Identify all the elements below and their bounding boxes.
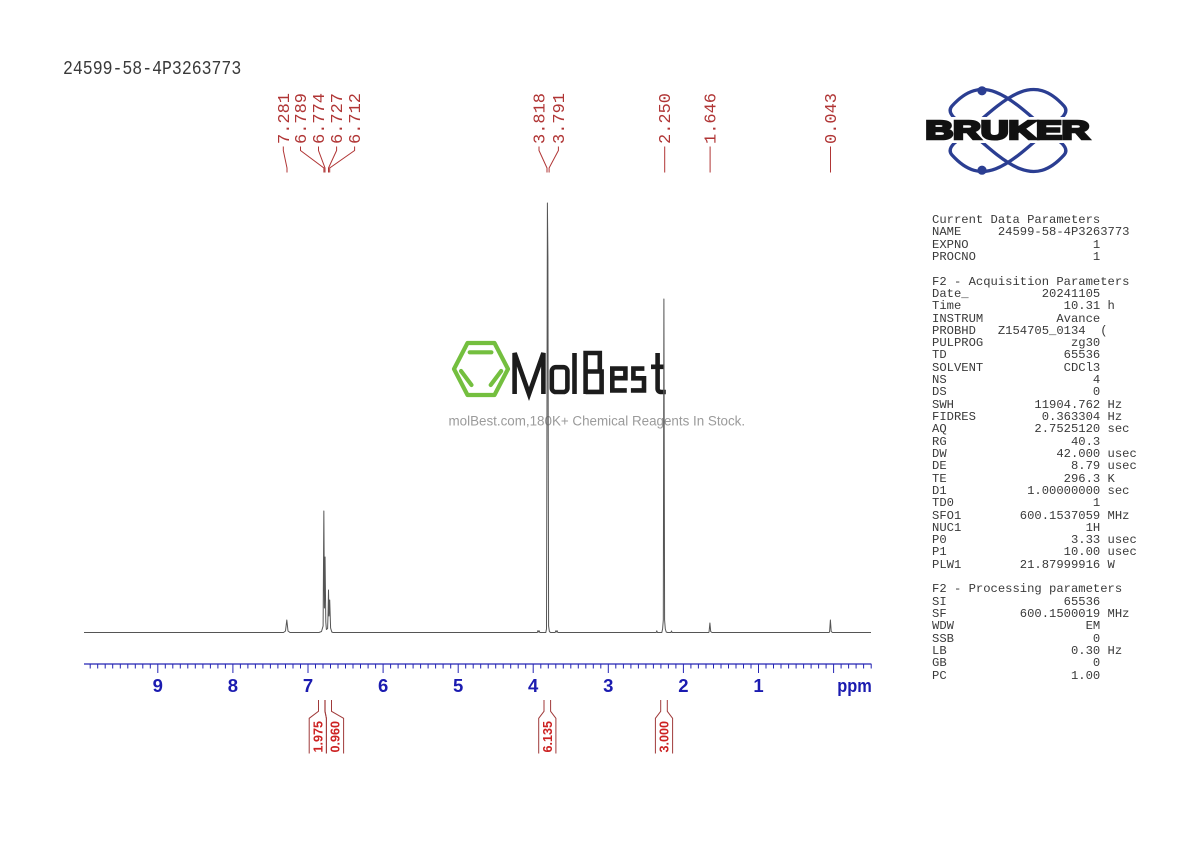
svg-text:6.774: 6.774: [311, 93, 330, 144]
svg-text:3.000: 3.000: [658, 721, 672, 753]
svg-text:6.727: 6.727: [329, 93, 348, 144]
svg-text:9: 9: [153, 675, 163, 696]
svg-text:0.043: 0.043: [823, 93, 842, 144]
svg-text:5: 5: [453, 675, 463, 696]
svg-text:7.281: 7.281: [276, 93, 295, 144]
svg-text:1.646: 1.646: [703, 93, 722, 144]
svg-text:8: 8: [228, 675, 238, 696]
svg-text:1: 1: [753, 675, 763, 696]
svg-text:3.818: 3.818: [532, 93, 551, 144]
svg-text:1.975: 1.975: [312, 721, 326, 753]
svg-text:4: 4: [528, 675, 539, 696]
svg-text:3.791: 3.791: [551, 93, 570, 144]
svg-text:ppm: ppm: [837, 675, 872, 696]
svg-text:BRUKER: BRUKER: [926, 117, 1090, 145]
svg-text:2.250: 2.250: [657, 93, 676, 144]
svg-text:0.960: 0.960: [329, 721, 343, 753]
svg-text:molBest.com,180K+ Chemical Rea: molBest.com,180K+ Chemical Reagents In S…: [449, 414, 746, 429]
svg-text:6.789: 6.789: [293, 93, 312, 144]
svg-text:2: 2: [678, 675, 688, 696]
svg-text:6.135: 6.135: [541, 721, 555, 753]
svg-text:6: 6: [378, 675, 388, 696]
svg-text:BRUKER: BRUKER: [926, 117, 1090, 145]
svg-text:7: 7: [303, 675, 313, 696]
svg-text:3: 3: [603, 675, 613, 696]
svg-text:6.712: 6.712: [347, 93, 366, 144]
